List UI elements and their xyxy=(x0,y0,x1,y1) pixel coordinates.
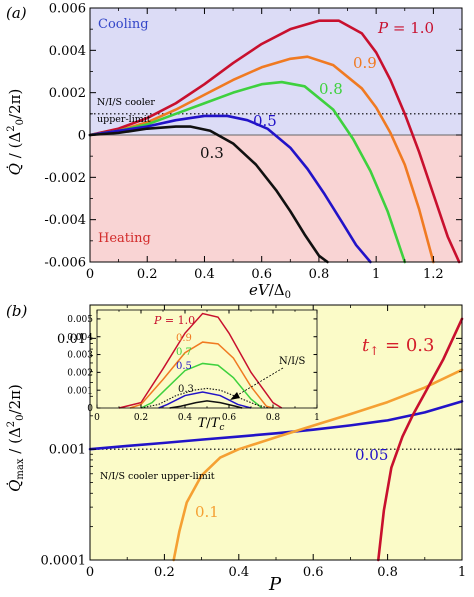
a-y-tick-label: -0.002 xyxy=(44,171,86,186)
a-x-tick-label: 1 xyxy=(372,267,380,282)
inset-label-nis: N/I/S xyxy=(279,356,305,367)
a-x-tick-label: 0.8 xyxy=(309,267,330,282)
b-x-tick-label: 0.2 xyxy=(154,565,175,580)
heating-label: Heating xyxy=(98,231,151,246)
a-y-tick-label: 0.006 xyxy=(49,2,86,17)
inset-series-line-1 xyxy=(129,341,274,409)
y-axis-label-b: Q̇max / (Δ20/2π) xyxy=(6,384,26,492)
series-line-4 xyxy=(88,125,329,264)
cooling-label: Cooling xyxy=(98,17,149,32)
inset-y-tick-label: 0.003 xyxy=(67,351,93,361)
b-y-tick-label: 0.01 xyxy=(57,332,86,347)
a-x-tick-label: 0.6 xyxy=(251,267,272,282)
b-x-tick-label: 0.4 xyxy=(228,565,249,580)
inset-series-line-3 xyxy=(158,391,252,409)
svg-text:Q̇ / (Δ20/2π): Q̇ / (Δ20/2π) xyxy=(6,89,26,176)
inset-y-tick-label: 0.002 xyxy=(67,369,93,379)
x-axis-label-a: eV/Δ0 xyxy=(249,281,291,301)
b-x-tick-label: 0.6 xyxy=(303,565,324,580)
a-x-tick-label: 1.2 xyxy=(423,267,444,282)
panel-label-b: (b) xyxy=(6,302,27,320)
inset-x-axis-label: T/Tc xyxy=(198,416,225,433)
inset-series-line-4 xyxy=(169,400,243,409)
b-x-tick-label: 0.8 xyxy=(377,565,398,580)
inset-x-tick-label: 0.8 xyxy=(266,413,281,423)
series-line-b-2 xyxy=(377,317,464,562)
inset-label-03: 0.3 xyxy=(178,384,194,395)
inset-chart: 0 0.2 0.4 0.6 0.8 1 0 0.001 0.002 0.003 0.004 0.005… xyxy=(67,309,320,433)
inset-x-tick-label: 0 xyxy=(94,413,100,423)
series-line-1 xyxy=(88,55,435,264)
series-label-08: 0.8 xyxy=(319,80,343,98)
b-x-tick-label: 1 xyxy=(458,565,466,580)
inset-arrow xyxy=(235,367,284,397)
inset-series-line-0 xyxy=(118,312,283,409)
series-label-05: 0.5 xyxy=(253,112,277,130)
series-line-2 xyxy=(88,80,407,264)
series-label-01: 0.1 xyxy=(195,503,219,521)
a-y-tick-label: 0.002 xyxy=(49,86,86,101)
inset-arrowhead xyxy=(230,392,240,400)
cooling-region xyxy=(90,8,462,135)
inset-x-tick-label: 0.6 xyxy=(222,413,237,423)
inset-series-line-2 xyxy=(140,362,263,409)
a-y-tick-label: 0.004 xyxy=(49,44,86,59)
series-label-p1: P = 1.0 xyxy=(377,19,434,37)
a-x-tick-label: 0.4 xyxy=(194,267,215,282)
series-group-b xyxy=(88,317,464,562)
x-axis-label-b: P xyxy=(268,574,282,595)
inset-y-tick-label: 0.005 xyxy=(67,315,93,325)
a-y-tick-label: -0.006 xyxy=(44,256,86,271)
ref-label-line1: N/I/S cooler xyxy=(97,97,155,108)
a-y-tick-label: -0.004 xyxy=(44,213,86,228)
a-x-tick-label: 0 xyxy=(86,267,94,282)
annotation-t: t↑ = 0.3 xyxy=(362,335,434,358)
ref-label-line2: upper-limit xyxy=(97,114,151,125)
series-label-09: 0.9 xyxy=(353,54,377,72)
inset-x-tick-label: 0.2 xyxy=(134,413,148,423)
series-label-005: 0.05 xyxy=(355,446,388,464)
a-y-tick-label: 0 xyxy=(78,129,86,144)
inset-x-tick-label: 0.4 xyxy=(178,413,193,423)
svg-text:Q̇max / (Δ20/2π): Q̇max / (Δ20/2π) xyxy=(6,384,26,492)
inset-label-09: 0.9 xyxy=(176,333,192,344)
inset-label-05: 0.5 xyxy=(176,361,192,372)
series-label-03: 0.3 xyxy=(200,144,224,162)
series-line-b-0 xyxy=(88,400,464,451)
b-x-tick-label: 0 xyxy=(86,565,94,580)
series-line-3 xyxy=(88,114,372,264)
inset-label-p1: P = 1.0 xyxy=(153,314,195,327)
panel-a: 0 0.2 0.4 0.6 0.8 1 1.2 -0.006 -0.004 -0.002 0 0.00… xyxy=(6,2,463,301)
inset-y-tick-label: 0.001 xyxy=(67,386,93,396)
b-y-tick-label: 0.001 xyxy=(49,443,86,458)
y-axis-label-a: Q̇ / (Δ20/2π) xyxy=(6,89,26,176)
inset-background xyxy=(97,310,317,408)
a-x-tick-label: 0.2 xyxy=(137,267,158,282)
tick-group-b: 0 0.2 0.4 0.6 0.8 1 0.0001 0.001 0.01 xyxy=(41,304,466,580)
inset-label-07: 0.7 xyxy=(176,347,192,358)
series-line-b-1 xyxy=(172,368,464,562)
series-group xyxy=(88,19,461,264)
panel-b: 0 0.2 0.4 0.6 0.8 1 0.0001 0.001 0.01 (b) N/I/S … xyxy=(6,302,466,595)
inset-y-tick-label: 0 xyxy=(87,404,93,414)
inset-y-tick-label: 0.004 xyxy=(67,333,93,343)
b-y-tick-label: 0.0001 xyxy=(41,554,87,569)
panel-label-a: (a) xyxy=(6,4,27,22)
ref-label-b: N/I/S cooler upper-limit xyxy=(100,471,215,482)
inset-series-line-5 xyxy=(140,387,269,409)
inset-tick-group: 0 0.2 0.4 0.6 0.8 1 0 0.001 0.002 0.003 0.004 0.005 xyxy=(67,310,320,423)
tick-group: 0 0.2 0.4 0.6 0.8 1 1.2 -0.006 -0.004 -0.002 0 0.00… xyxy=(44,2,463,282)
inset-series-group xyxy=(118,312,283,409)
inset-x-tick-label: 1 xyxy=(314,413,320,423)
series-line-0 xyxy=(88,19,461,264)
